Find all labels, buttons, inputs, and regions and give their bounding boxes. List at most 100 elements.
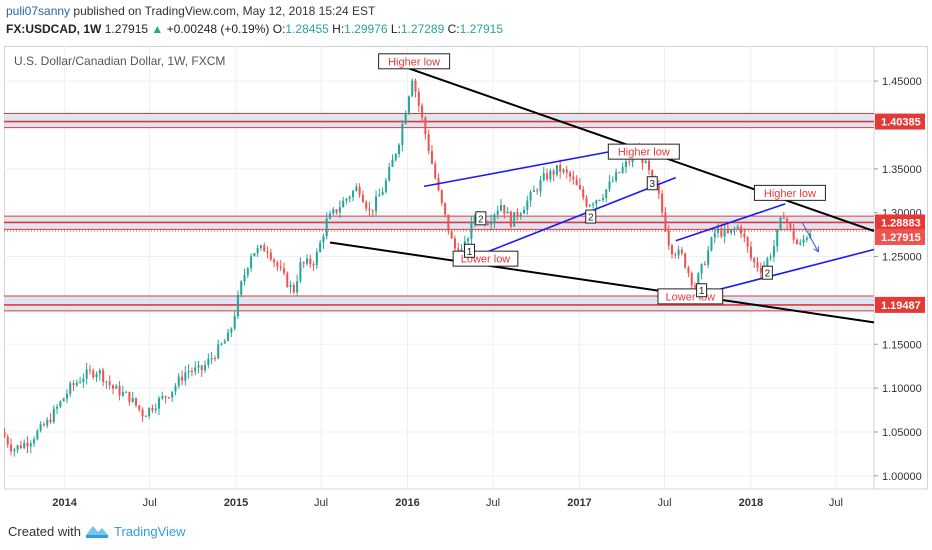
candle — [227, 328, 230, 342]
candle-body — [746, 237, 749, 247]
candle — [730, 229, 733, 236]
candle-body — [292, 285, 295, 293]
open-value: 1.28455 — [285, 22, 329, 36]
candle — [733, 226, 736, 236]
candle — [799, 239, 802, 246]
y-tick-label: 1.00000 — [882, 471, 922, 483]
candle-body — [519, 213, 522, 217]
high-value: 1.29976 — [344, 22, 388, 36]
candle — [250, 253, 253, 272]
candle-body — [421, 105, 424, 118]
candle — [62, 397, 65, 402]
candle — [417, 88, 420, 112]
candle-body — [569, 172, 572, 177]
annotation-label: Higher low — [753, 184, 826, 201]
candle-body — [342, 200, 345, 208]
candle-body — [181, 376, 184, 381]
candle — [342, 196, 345, 208]
candle — [499, 199, 503, 212]
candle-body — [546, 173, 549, 180]
candle-body — [82, 378, 85, 382]
wave-label-text: 2 — [478, 214, 484, 225]
candle — [312, 261, 315, 272]
candle — [542, 167, 545, 182]
candle — [315, 248, 318, 270]
price-chart[interactable]: Higher low Higher low Higher low Lower low L… — [4, 46, 928, 514]
candle — [233, 310, 236, 331]
candle-body — [56, 406, 59, 409]
candle — [121, 385, 124, 398]
candle-body — [345, 198, 348, 201]
candle — [69, 381, 72, 398]
zone-price-tag-text: 1.28883 — [881, 217, 921, 229]
candle-body — [223, 341, 226, 344]
candle-body — [674, 254, 677, 256]
candle-body — [733, 228, 736, 230]
last-price-tag-text: 1.27915 — [881, 232, 921, 244]
candle — [753, 256, 756, 269]
candle — [141, 407, 144, 422]
candle-body — [473, 216, 476, 222]
candle-body — [200, 365, 203, 371]
candle — [569, 170, 572, 183]
candle-body — [802, 239, 805, 243]
candle-body — [88, 369, 91, 371]
y-tick-label: 1.05000 — [882, 427, 922, 439]
candle — [23, 439, 26, 450]
candle — [453, 235, 456, 253]
candle — [210, 351, 213, 364]
author-link[interactable]: puli07sanny — [6, 4, 71, 18]
candle-body — [75, 382, 78, 386]
candle-body — [713, 232, 716, 238]
close-label: C: — [447, 22, 460, 36]
candle-body — [552, 170, 555, 175]
candle-body — [542, 173, 545, 181]
candle-body — [578, 185, 581, 190]
candle-body — [677, 249, 680, 256]
candle-body — [697, 273, 700, 288]
candle-body — [236, 294, 239, 317]
symbol-label: FX:USDCAD, 1W — [6, 22, 102, 36]
candle — [85, 362, 88, 385]
low-value: 1.27289 — [400, 22, 445, 36]
candle — [437, 173, 440, 192]
candle-body — [151, 407, 154, 411]
candle — [444, 202, 447, 218]
candle-body — [52, 408, 55, 423]
candle — [559, 159, 562, 179]
candle-body — [559, 165, 562, 172]
candle-body — [138, 405, 141, 410]
candle — [16, 444, 19, 454]
candle-body — [348, 197, 351, 199]
candle-body — [42, 424, 45, 426]
candle — [657, 179, 660, 200]
chart-frame[interactable]: Higher low Higher low Higher low Lower low L… — [4, 46, 928, 514]
candle-body — [493, 214, 496, 222]
candle — [789, 222, 792, 231]
candle — [299, 257, 302, 284]
candle — [197, 360, 200, 374]
candle — [131, 392, 134, 403]
candle — [496, 205, 499, 220]
candle — [611, 176, 614, 183]
candle-body — [499, 204, 503, 211]
annotation-text: Lower low — [461, 254, 511, 266]
candle-body — [131, 397, 134, 402]
tradingview-logo-icon[interactable] — [85, 522, 109, 540]
wave-label-box — [585, 209, 597, 224]
candle-body — [233, 316, 236, 329]
candle — [565, 165, 568, 179]
candle-body — [273, 259, 276, 263]
candle — [33, 436, 36, 448]
candle-body — [227, 332, 230, 342]
candle-body — [628, 161, 631, 163]
wave-label: 2 — [475, 211, 487, 226]
candle — [361, 190, 364, 203]
tradingview-brand-link[interactable]: TradingView — [114, 524, 186, 539]
candle — [743, 228, 746, 243]
candle-body — [401, 124, 404, 145]
candle-body — [16, 445, 19, 450]
candle — [319, 239, 322, 253]
candle-body — [736, 226, 739, 229]
annotation-text: Higher low — [388, 56, 440, 68]
